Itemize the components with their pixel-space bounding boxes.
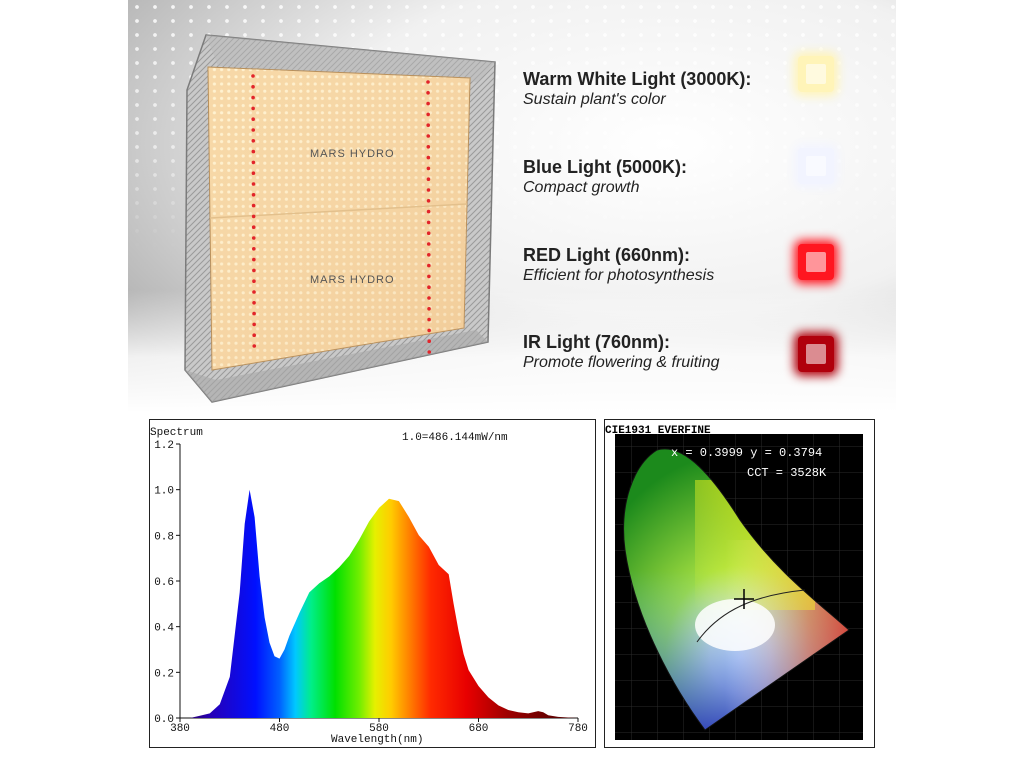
red-led [252, 247, 256, 251]
red-led [427, 253, 431, 257]
red-led [252, 257, 256, 262]
red-led [251, 171, 256, 175]
red-led-chip-icon [798, 244, 834, 280]
red-led [426, 188, 431, 192]
feature-subtitle: Efficient for photosynthesis [523, 267, 715, 284]
red-led [426, 231, 431, 235]
red-led [426, 177, 431, 181]
blue-led-chip-icon [798, 148, 834, 184]
spectrum-chart-panel: Spectrum 1.0=486.144mW/nm 0.0 0.2 0.4 0.6 0.… [149, 419, 596, 748]
red-led [251, 117, 255, 121]
red-led [426, 145, 431, 149]
red-led [426, 112, 430, 117]
red-led [426, 220, 431, 225]
red-led [252, 322, 256, 327]
red-led [252, 344, 257, 348]
y-tick-label: 1.2 [154, 440, 174, 452]
spectrum-chart: Spectrum 1.0=486.144mW/nm 0.0 0.2 0.4 0.6 0.… [150, 427, 588, 746]
x-axis-label: Wavelength(nm) [331, 734, 423, 746]
y-tick-label: 1.0 [154, 486, 174, 498]
x-tick-label: 680 [469, 723, 489, 735]
red-led [426, 80, 430, 84]
red-led [251, 106, 255, 111]
lamp-brand-top: MARS HYDRO [310, 148, 395, 160]
red-led [427, 274, 431, 279]
red-led [427, 296, 431, 300]
feature-subtitle: Sustain plant's color [523, 91, 666, 108]
red-led [426, 209, 431, 214]
x-tick-label: 380 [170, 723, 190, 735]
cie-diagram: CIE1931 EVERFINE x = 0.3999 y = 0.3794 C… [605, 425, 863, 740]
red-led [251, 236, 256, 240]
feature-warm-white: Warm White Light (3000K): Sustain plant'… [523, 68, 823, 110]
red-led [251, 149, 256, 154]
y-tick-label: 0.6 [154, 577, 174, 589]
spectrum-scale-note: 1.0=486.144mW/nm [402, 432, 508, 444]
red-led [251, 85, 255, 89]
red-led [251, 160, 256, 165]
x-tick-label: 480 [270, 723, 290, 735]
red-led [426, 166, 431, 171]
x-tick-label: 580 [369, 723, 389, 735]
y-tick-label: 0.2 [154, 668, 174, 680]
red-led [251, 193, 256, 197]
red-led [427, 339, 431, 344]
red-led [427, 285, 431, 289]
red-led [251, 74, 255, 78]
feature-title: RED Light (660nm): [523, 245, 691, 265]
red-led [252, 301, 256, 305]
y-tick-label: 0.4 [154, 623, 174, 635]
red-led [252, 279, 256, 283]
feature-title: Blue Light (5000K): [523, 157, 688, 177]
feature-subtitle: Promote flowering & fruiting [523, 354, 720, 371]
red-led [251, 214, 256, 219]
red-led [426, 199, 431, 203]
red-led [427, 307, 431, 311]
feature-subtitle: Compact growth [523, 179, 640, 196]
x-tick-label: 780 [568, 723, 588, 735]
warm-white-led-chip-icon [798, 56, 834, 92]
red-led [251, 128, 256, 132]
red-led [251, 182, 256, 186]
red-led-strips [251, 74, 432, 354]
red-led [427, 317, 431, 322]
y-tick-label: 0.8 [154, 531, 174, 543]
cie-cct: CCT = 3528K [747, 466, 827, 480]
red-led [426, 101, 430, 106]
red-led [251, 203, 256, 208]
red-led [252, 268, 256, 273]
cie-title: CIE1931 EVERFINE [605, 425, 711, 437]
lamp-brand-bottom: MARS HYDRO [310, 274, 395, 286]
y-tick-label: 0.0 [154, 714, 174, 726]
feature-title: Warm White Light (3000K): [523, 69, 752, 89]
red-led [426, 123, 430, 127]
red-led [427, 328, 431, 333]
red-led [426, 91, 430, 95]
red-led [426, 155, 431, 160]
cie-coordinates: x = 0.3999 y = 0.3794 [671, 446, 822, 460]
red-led [252, 290, 256, 294]
red-led [427, 263, 431, 268]
feature-red: RED Light (660nm): Efficient for photosy… [523, 244, 823, 286]
red-led [426, 134, 431, 138]
red-led [427, 350, 432, 354]
planckian-locus [696, 589, 806, 643]
ir-led-chip-icon [798, 336, 834, 372]
red-led [251, 95, 255, 100]
cie-diagram-panel: CIE1931 EVERFINE x = 0.3999 y = 0.3794 C… [604, 419, 875, 748]
feature-blue: Blue Light (5000K): Compact growth [523, 156, 823, 198]
red-led [252, 333, 256, 338]
red-led [252, 311, 256, 316]
feature-ir: IR Light (760nm): Promote flowering & fr… [523, 331, 823, 373]
feature-title: IR Light (760nm): [523, 332, 670, 352]
grow-light-lamp: MARS HYDRO MARS HYDRO [184, 34, 496, 403]
red-led [251, 139, 256, 143]
spectrum-title: Spectrum [150, 427, 203, 439]
red-led [251, 225, 256, 229]
spectrum-curve-area [180, 489, 578, 718]
red-led [426, 242, 431, 246]
